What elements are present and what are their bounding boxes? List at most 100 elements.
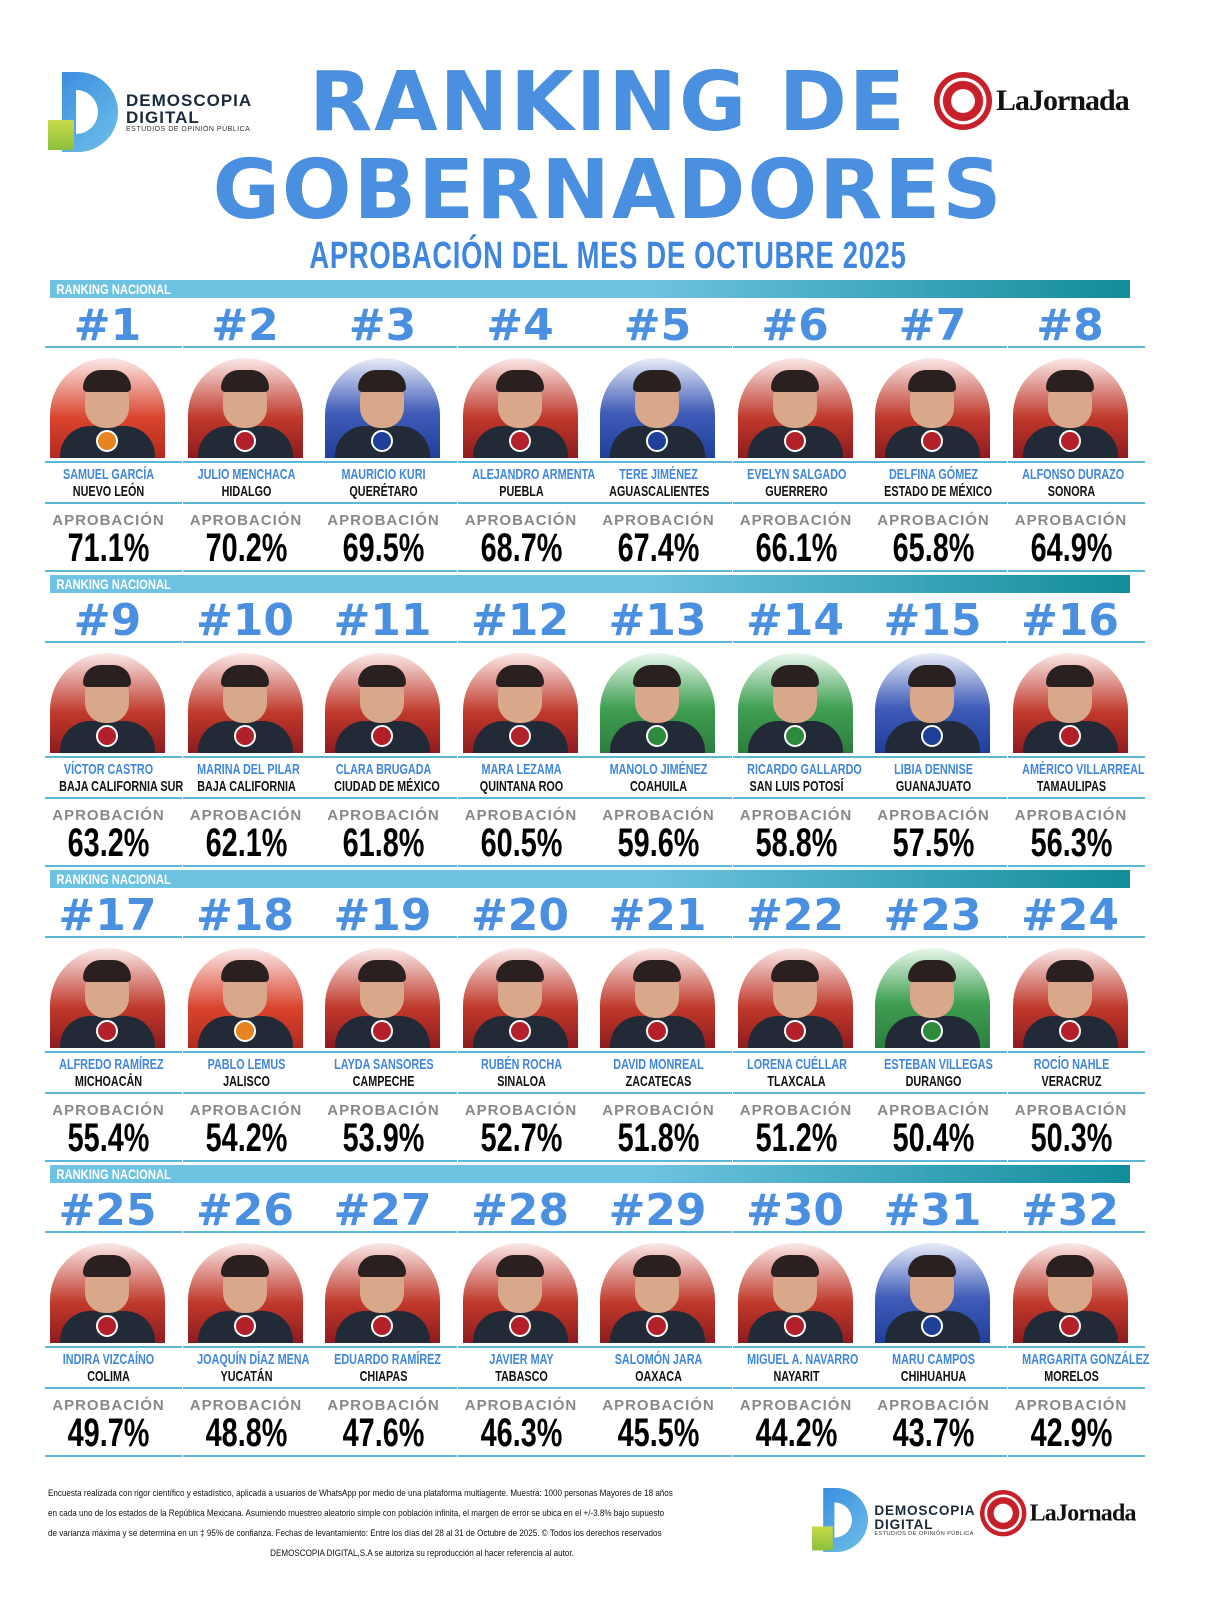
party-logo-icon <box>783 1315 806 1337</box>
divider <box>457 936 595 938</box>
divider <box>320 346 457 348</box>
governor-state: CAMPECHE <box>352 1073 415 1090</box>
party-logo-icon <box>1058 725 1081 747</box>
divider <box>45 1346 182 1348</box>
governor-photo <box>462 358 578 458</box>
governor-photo <box>1012 358 1128 458</box>
governor-name: EVELYN SALGADO <box>746 466 846 483</box>
divider <box>182 797 320 799</box>
governor-name: EDUARDO RAMÍREZ <box>334 1351 441 1368</box>
approval-label: APROBACIÓN <box>327 807 440 824</box>
party-logo-icon <box>646 725 668 747</box>
section-label: RANKING NACIONAL <box>56 871 171 887</box>
approval-value: 51.8% <box>617 1116 700 1160</box>
divider <box>1007 641 1145 643</box>
governor-card: #17 ALFREDO RAMÍREZ MICHOACÁN APROBACIÓN 55.… <box>45 888 182 1165</box>
divider <box>320 797 457 799</box>
divider <box>870 461 1007 463</box>
governor-state: CHIAPAS <box>359 1368 408 1385</box>
approval-value: 71.1% <box>67 526 150 570</box>
rank-number: #20 <box>470 890 570 941</box>
approval-label: APROBACIÓN <box>739 512 853 529</box>
governor-photo <box>50 358 165 458</box>
governor-state: OAXACA <box>635 1368 682 1385</box>
divider <box>1007 936 1145 938</box>
divider <box>870 502 1007 504</box>
divider <box>1007 1231 1145 1233</box>
governor-card: #10 MARINA DEL PILAR BAJA CALIFORNIA APROBA… <box>182 593 320 870</box>
sun-icon <box>934 72 992 130</box>
divider <box>320 641 457 643</box>
divider <box>457 865 595 867</box>
governor-state: GUANAJUATO <box>895 778 972 795</box>
divider <box>1007 756 1145 758</box>
rank-number: #3 <box>348 300 417 351</box>
divider <box>45 1051 182 1053</box>
approval-label: APROBACIÓN <box>602 807 715 824</box>
governor-name: JOAQUÍN DÍAZ MENA <box>196 1351 309 1368</box>
divider <box>732 1092 870 1094</box>
governor-card: #13 MANOLO JIMÉNEZ COAHUILA APROBACIÓN 59.6% <box>595 593 732 870</box>
divider <box>457 756 595 758</box>
divider <box>870 1092 1007 1094</box>
governor-state: CIUDAD DE MÉXICO <box>334 778 440 795</box>
party-logo-icon <box>96 1315 118 1337</box>
party-logo-icon <box>783 725 806 747</box>
rank-number: #28 <box>470 1185 570 1236</box>
party-logo-icon <box>646 430 668 452</box>
governor-name: TERE JIMÉNEZ <box>619 466 698 483</box>
divider <box>182 346 320 348</box>
divider <box>870 756 1007 758</box>
governor-card: #7 DELFINA GÓMEZ ESTADO DE MÉXICO APROBACIÓ… <box>870 298 1007 575</box>
governor-photo <box>875 358 990 458</box>
divider <box>320 502 457 504</box>
approval-label: APROBACIÓN <box>327 1102 440 1119</box>
governor-photo <box>187 1243 303 1343</box>
divider <box>182 1346 320 1348</box>
divider <box>595 1092 732 1094</box>
approval-value: 69.5% <box>342 526 425 570</box>
governor-photo <box>737 653 853 753</box>
party-logo-icon <box>1058 1315 1081 1337</box>
divider <box>595 570 732 572</box>
rank-number: #9 <box>73 595 142 646</box>
governor-photo <box>462 653 578 753</box>
governor-card: #24 ROCÍO NAHLE VERACRUZ APROBACIÓN 50.3% <box>1007 888 1145 1165</box>
governor-state: YUCATÁN <box>220 1368 272 1385</box>
divider <box>595 502 732 504</box>
rank-number: #14 <box>745 595 845 646</box>
section-label: RANKING NACIONAL <box>56 281 171 297</box>
approval-label: APROBACIÓN <box>877 512 990 529</box>
approval-value: 58.8% <box>755 821 837 865</box>
section-header-bar: RANKING NACIONAL <box>50 280 1130 298</box>
governor-name: MARINA DEL PILAR <box>196 761 300 778</box>
rank-number: #32 <box>1020 1185 1120 1236</box>
divider <box>870 1455 1007 1457</box>
approval-value: 70.2% <box>205 526 287 570</box>
demoscopia-d-icon <box>48 72 120 152</box>
divider <box>182 756 320 758</box>
governor-state: GUERRERO <box>764 483 828 500</box>
demoscopia-d-icon <box>812 1488 870 1552</box>
rank-number: #15 <box>883 595 982 646</box>
governor-card: #9 VÍCTOR CASTRO BAJA CALIFORNIA SUR APROBA… <box>45 593 183 870</box>
party-logo-icon <box>783 430 806 452</box>
divider <box>870 346 1007 348</box>
approval-label: APROBACIÓN <box>1014 1397 1128 1414</box>
governor-card: #25 INDIRA VIZCAÍNO COLIMA APROBACIÓN 49.7% <box>45 1183 182 1460</box>
approval-value: 43.7% <box>892 1411 975 1455</box>
governor-photo <box>187 653 303 753</box>
governor-card: #16 AMÉRICO VILLARREAL TAMAULIPAS APROBACIÓ… <box>1007 593 1145 870</box>
divider <box>320 461 457 463</box>
governor-name: ALFREDO RAMÍREZ <box>59 1056 164 1073</box>
party-logo-icon <box>233 1315 256 1337</box>
approval-label: APROBACIÓN <box>602 512 715 529</box>
divider <box>1007 461 1145 463</box>
governor-name: LIBIA DENNISE <box>894 761 973 778</box>
rank-number: #22 <box>745 890 845 941</box>
governor-name: JAVIER MAY <box>488 1351 554 1368</box>
divider <box>45 1387 182 1389</box>
divider <box>182 1092 320 1094</box>
governor-state: ESTADO DE MÉXICO <box>884 483 992 500</box>
rank-number: #4 <box>486 300 554 351</box>
